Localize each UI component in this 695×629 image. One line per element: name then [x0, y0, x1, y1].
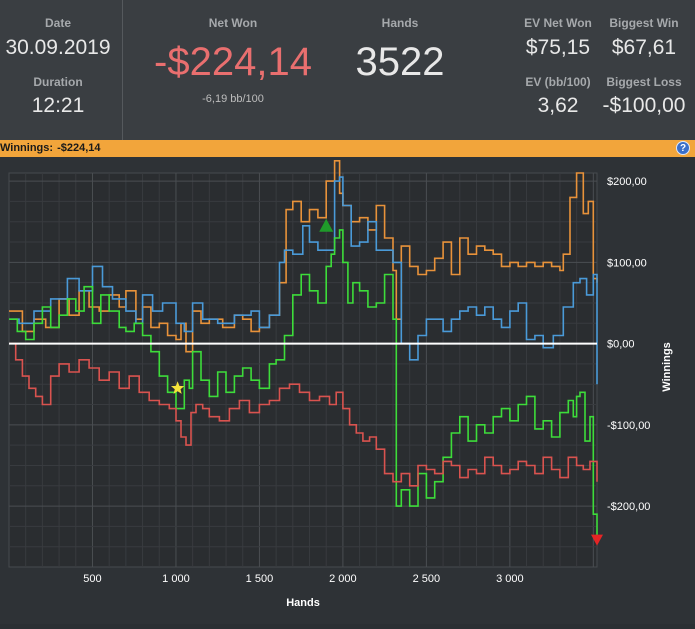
biggest-win-label: Biggest Win [609, 16, 679, 30]
net-won-value: -$224,14 [154, 40, 312, 84]
x-tick-label: 500 [83, 573, 101, 585]
y-tick-label: $200,00 [607, 176, 647, 188]
net-won-label: Net Won [208, 16, 258, 30]
hands-value: 3522 [355, 40, 445, 84]
bb-per-100-value: -6,19 bb/100 [202, 93, 264, 105]
chart-panel: 500 1 000 1 500 2 000 2 500 3 000 $200,00 $100,… [0, 157, 695, 624]
y-tick-label: $0,00 [607, 339, 635, 351]
y-tick-label: -$100,00 [607, 420, 650, 432]
x-tick-label: 1 500 [246, 573, 274, 585]
y-tick-label: -$200,00 [607, 501, 650, 513]
date-value: 30.09.2019 [5, 36, 111, 59]
help-icon[interactable]: ? [676, 141, 690, 155]
series-line-3 [9, 342, 598, 487]
biggest-loss-label: Biggest Loss [606, 75, 682, 89]
winnings-chart: 500 1 000 1 500 2 000 2 500 3 000 $200,00 $100,… [8, 160, 673, 609]
winnings-banner: Winnings: -$224,14 ? [0, 140, 695, 157]
x-tick-label: 1 000 [162, 573, 190, 585]
ev-net-won-value: $75,15 [525, 36, 591, 59]
up-triangle-marker [319, 218, 334, 232]
series-line-2 [9, 229, 598, 539]
hands-label: Hands [381, 16, 419, 30]
y-axis-label: Winnings [661, 342, 673, 391]
x-tick-label: 2 000 [329, 573, 357, 585]
divider [122, 0, 123, 140]
duration-label: Duration [33, 75, 83, 89]
down-triangle-marker [591, 534, 603, 546]
duration-value: 12:21 [31, 94, 85, 117]
biggest-loss-value: -$100,00 [602, 94, 686, 117]
x-tick-label: 2 500 [413, 573, 441, 585]
biggest-win-value: $67,61 [611, 36, 677, 59]
x-tick-label: 3 000 [496, 573, 524, 585]
winnings-banner-text: Winnings: -$224,14 [0, 142, 101, 154]
ev-bb-value: 3,62 [537, 94, 579, 117]
ev-net-won-label: EV Net Won [524, 16, 592, 30]
stats-panel: Date 30.09.2019 Duration 12:21 Net Won -… [0, 0, 695, 140]
x-axis-label: Hands [286, 597, 320, 609]
ev-bb-label: EV (bb/100) [525, 75, 591, 89]
winnings-banner-value: -$224,14 [57, 142, 101, 154]
winnings-banner-label: Winnings: [0, 142, 54, 154]
star-marker [171, 381, 185, 394]
date-label: Date [44, 16, 71, 30]
y-tick-label: $100,00 [607, 257, 647, 269]
